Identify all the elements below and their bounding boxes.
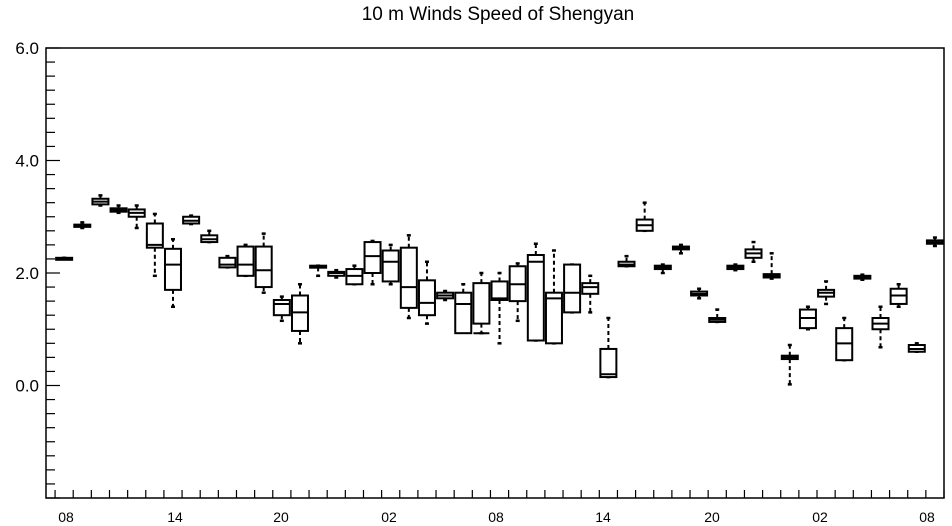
box — [236, 243, 255, 278]
box — [599, 316, 618, 379]
y-axis-labels: 6.0 4.0 2.0 0.0 — [15, 39, 39, 396]
box — [871, 305, 890, 349]
box-body — [526, 254, 545, 342]
box — [91, 194, 110, 207]
box — [200, 229, 219, 244]
box-body — [163, 247, 182, 291]
box — [798, 305, 817, 331]
box-plot-series — [55, 194, 944, 386]
box-body — [490, 280, 509, 301]
box — [581, 274, 600, 314]
box-body — [381, 249, 400, 283]
box-body — [599, 347, 618, 379]
x-tick-label: 08 — [488, 509, 504, 525]
box — [635, 201, 654, 233]
x-tick-label: 20 — [273, 509, 289, 525]
box-body — [563, 263, 582, 314]
box — [417, 260, 436, 325]
x-tick-label: 08 — [919, 509, 935, 525]
box-body — [145, 222, 164, 249]
box — [436, 289, 455, 302]
box — [254, 232, 273, 294]
box — [472, 271, 491, 335]
x-tick-label: 14 — [595, 509, 611, 525]
box — [363, 239, 382, 286]
x-tick-label: 14 — [167, 509, 183, 525]
box — [708, 308, 727, 324]
box — [907, 342, 926, 353]
box — [272, 295, 291, 323]
box — [163, 238, 182, 308]
box — [744, 240, 763, 263]
box — [182, 214, 201, 226]
box-body — [472, 282, 491, 325]
box — [563, 263, 582, 314]
box — [544, 249, 563, 345]
box-body — [417, 279, 436, 317]
box — [526, 242, 545, 342]
y-tick-label: 6.0 — [15, 39, 39, 58]
box — [653, 263, 672, 275]
box — [889, 283, 908, 308]
box — [853, 273, 872, 281]
box — [454, 283, 473, 335]
box — [381, 243, 400, 286]
box-body — [218, 256, 237, 269]
box — [835, 316, 854, 362]
box — [780, 343, 799, 386]
x-axis-labels: 08 14 20 02 08 14 20 02 08 — [58, 509, 935, 525]
box — [127, 204, 146, 230]
box-body — [581, 282, 600, 295]
x-tick-label: 08 — [58, 509, 74, 525]
box — [925, 236, 944, 248]
box-body — [236, 245, 255, 277]
box — [345, 264, 364, 286]
box-body — [363, 241, 382, 274]
box — [762, 252, 781, 280]
y-tick-label: 0.0 — [15, 377, 39, 396]
box — [55, 256, 74, 261]
box-body — [399, 246, 418, 309]
box — [73, 221, 92, 230]
chart-title: 10 m Winds Speed of Shengyan — [361, 4, 635, 25]
box — [508, 262, 527, 323]
box — [290, 283, 309, 345]
box — [109, 204, 128, 215]
box — [671, 243, 690, 255]
x-tick-label: 02 — [812, 509, 828, 525]
box — [690, 287, 709, 300]
box — [490, 271, 509, 345]
box — [399, 234, 418, 320]
box-body — [454, 291, 473, 335]
x-tick-label: 02 — [381, 509, 397, 525]
x-tick-label: 20 — [704, 509, 720, 525]
y-tick-label: 4.0 — [15, 152, 39, 171]
box-body — [544, 291, 563, 345]
box — [617, 254, 636, 268]
x-axis-ticks — [54, 490, 945, 498]
box — [145, 212, 164, 278]
plot-frame — [45, 47, 945, 499]
y-minor-ticks — [46, 47, 60, 499]
box — [726, 263, 745, 272]
box — [327, 268, 346, 279]
box — [309, 264, 328, 278]
box — [817, 280, 836, 306]
box-body — [272, 299, 291, 317]
y-tick-label: 2.0 — [15, 264, 39, 283]
box-body — [254, 245, 273, 289]
box — [218, 254, 237, 269]
